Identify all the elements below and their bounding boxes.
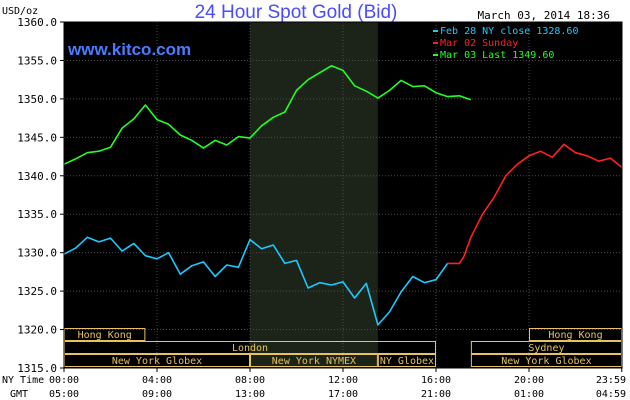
- market-sessions: Hong Kong Hong Kong London Sydney New York G…: [64, 328, 622, 367]
- series-line-1: [447, 143, 623, 265]
- x-tick-label-ny: 12:00: [328, 375, 358, 386]
- y-tick-label: 1360.0: [17, 16, 57, 29]
- price-lines: [63, 65, 623, 326]
- x-tick-label-ny: 20:00: [514, 375, 544, 386]
- y-tick-label: 1340.0: [17, 170, 57, 183]
- y-tick-label: 1355.0: [17, 54, 57, 67]
- x-tick-label-gmt: 01:00: [514, 389, 544, 400]
- x-tick-label-ny: 16:00: [421, 375, 451, 386]
- chart-title: 24 Hour Spot Gold (Bid): [195, 2, 398, 23]
- gmt-label: GMT: [10, 389, 28, 400]
- x-tick-label-ny: 08:00: [235, 375, 265, 386]
- session-label: New York NYMEX: [272, 356, 356, 367]
- session-box: [250, 354, 378, 367]
- y-tick-label: 1350.0: [17, 93, 57, 106]
- legend: Feb 28 NY close 1328.60 Mar 02 Sunday Ma…: [433, 26, 578, 61]
- y-tick-label: 1320.0: [17, 324, 57, 337]
- session-label: Hong Kong: [78, 330, 132, 341]
- ny-time-label: NY Time: [2, 375, 44, 386]
- x-tick-label-ny: 00:00: [49, 375, 79, 386]
- x-tick-label-gmt: 21:00: [421, 389, 451, 400]
- y-tick-label: 1325.0: [17, 285, 57, 298]
- y-axis-ticks: 1315.0 1320.0 1325.0 1330.0 1335.0 1340.0 1345…: [17, 16, 64, 375]
- legend-feb28: Feb 28 NY close 1328.60: [440, 26, 578, 37]
- plot-frame: [63, 21, 623, 369]
- session-box: [377, 354, 436, 367]
- legend-mar02: Mar 02 Sunday: [440, 38, 518, 49]
- y-tick-label: 1330.0: [17, 247, 57, 260]
- session-label: Hong Kong: [548, 330, 602, 341]
- x-tick-label-gmt: 09:00: [142, 389, 172, 400]
- y-axis-unit: USD/oz: [2, 6, 38, 17]
- watermark-link[interactable]: www.kitco.com: [67, 40, 191, 59]
- series-line-0: [63, 236, 449, 326]
- nymex-shaded-region: [250, 22, 378, 368]
- x-tick-label-gmt: 13:00: [235, 389, 265, 400]
- x-tick-label-ny: 23:59: [596, 375, 626, 386]
- y-tick-label: 1345.0: [17, 131, 57, 144]
- series-line-2: [63, 65, 472, 165]
- chart-date: March 03, 2014 18:36: [478, 9, 610, 22]
- session-label: New York Globex: [112, 356, 202, 367]
- grid-lines: [64, 22, 622, 368]
- x-axis-ticks: 00:00 05:00 04:00 09:00 08:00 13:00 12:00 17:00…: [49, 368, 626, 400]
- session-label: Sydney: [528, 343, 564, 354]
- x-tick-label-gmt: 17:00: [328, 389, 358, 400]
- legend-mar03: Mar 03 Last 1349.60: [440, 50, 554, 61]
- x-tick-label-gmt: 04:59: [596, 389, 626, 400]
- session-label: London: [232, 343, 268, 354]
- x-tick-label-ny: 04:00: [142, 375, 172, 386]
- y-tick-label: 1335.0: [17, 208, 57, 221]
- session-label: New York Globex: [501, 356, 591, 367]
- x-tick-label-gmt: 05:00: [49, 389, 79, 400]
- session-label: NY Globex: [380, 356, 434, 367]
- y-tick-label: 1315.0: [17, 362, 57, 375]
